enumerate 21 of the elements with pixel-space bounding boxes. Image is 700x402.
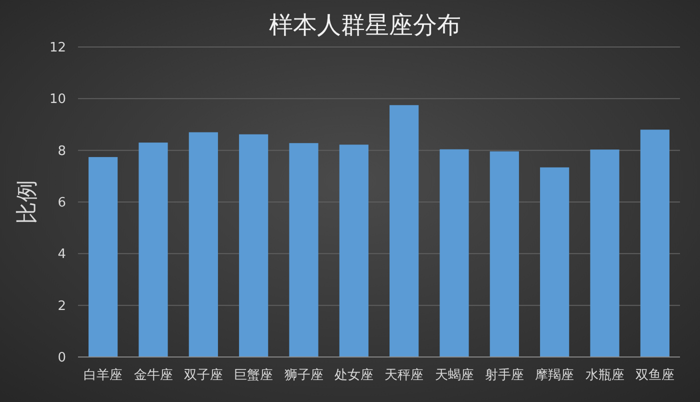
x-tick-label: 双子座	[184, 367, 223, 383]
y-tick-label: 12	[49, 40, 66, 56]
x-tick-label: 金牛座	[134, 367, 173, 383]
y-tick-label: 4	[58, 247, 66, 262]
x-tick-label: 巨蟹座	[234, 367, 274, 383]
y-tick-label: 6	[58, 196, 66, 211]
x-tick-label: 天蝎座	[434, 367, 474, 383]
x-tick-label: 天秤座	[384, 367, 424, 383]
x-tick-label: 双鱼座	[635, 367, 674, 383]
x-tick-label: 摩羯座	[535, 367, 574, 383]
x-tick-label: 射手座	[484, 367, 524, 383]
y-tick-label: 10	[49, 92, 66, 108]
x-tick-label: 水瓶座	[585, 367, 624, 383]
x-tick-label: 处女座	[334, 367, 374, 383]
y-tick-label: 2	[58, 298, 66, 314]
y-tick-label: 8	[58, 144, 66, 159]
y-tick-label: 0	[58, 350, 66, 366]
x-tick-label: 白羊座	[84, 367, 123, 383]
y-axis-title: 比例	[15, 180, 40, 224]
chart-title: 样本人群星座分布	[269, 11, 461, 39]
x-tick-label: 狮子座	[284, 367, 324, 383]
